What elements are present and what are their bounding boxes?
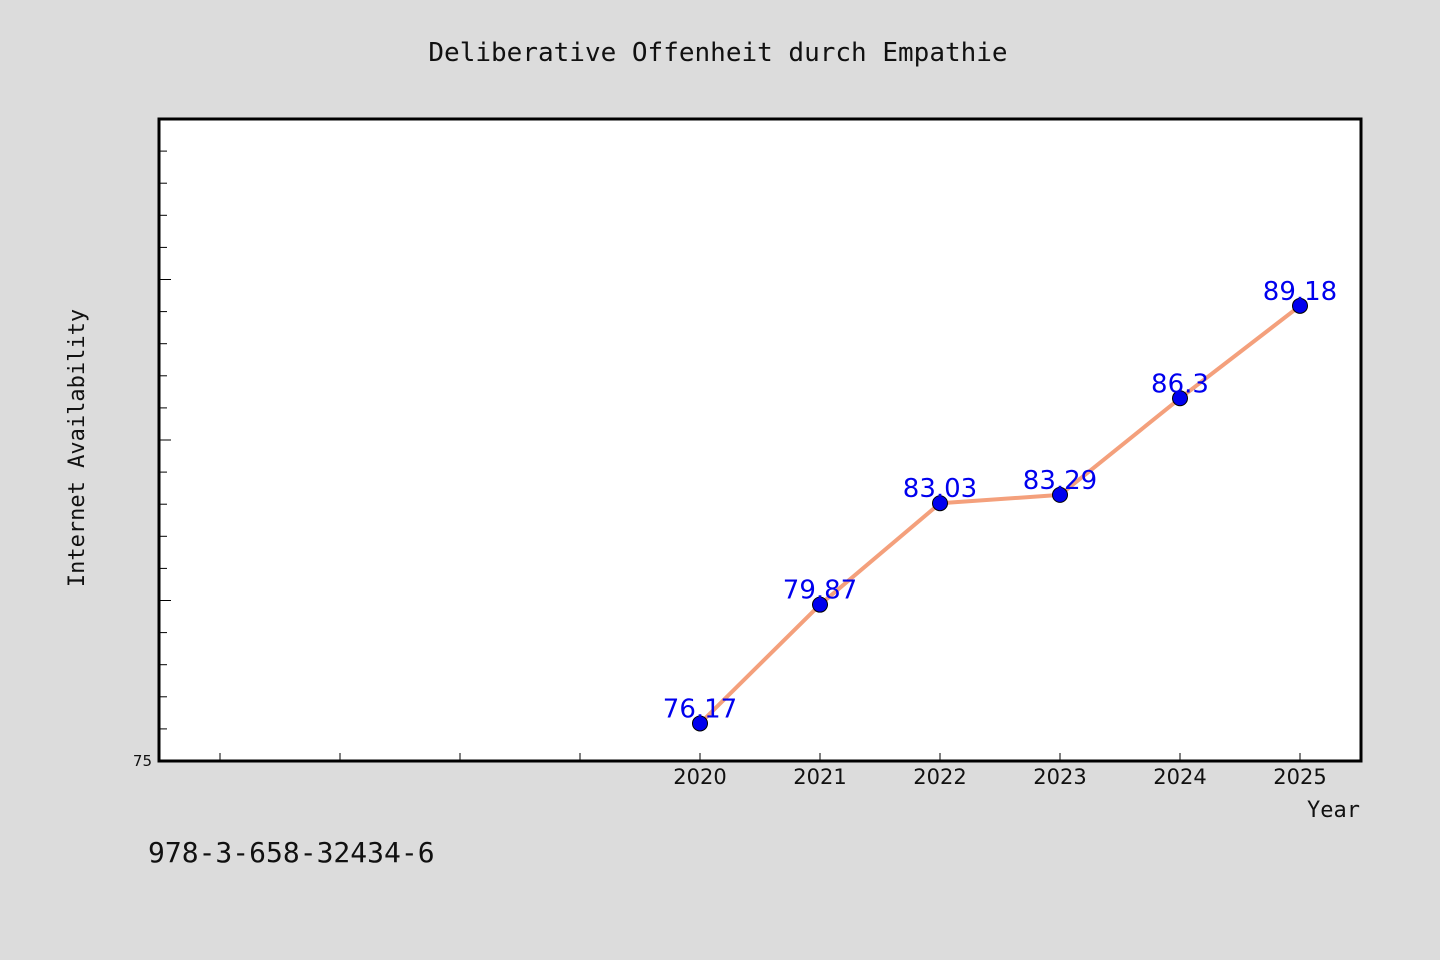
y-tick-label: 75 <box>133 752 152 770</box>
x-tick-label: 2021 <box>793 765 846 789</box>
data-point <box>932 495 948 512</box>
data-point <box>1172 390 1188 407</box>
x-tick-label: 2023 <box>1033 765 1086 789</box>
plot-area <box>157 117 1363 763</box>
series-line-group <box>692 297 1308 732</box>
data-label: 83.29 <box>1023 466 1097 496</box>
data-label: 79.87 <box>783 576 857 606</box>
x-tick-label: 2022 <box>913 765 966 789</box>
data-label: 76.17 <box>663 694 737 724</box>
x-tick-label: 2020 <box>673 765 726 789</box>
data-label: 89.18 <box>1263 277 1337 307</box>
x-axis-ticks <box>219 753 1301 761</box>
data-point <box>692 715 708 732</box>
data-point <box>812 596 828 613</box>
chart-title: Deliberative Offenheit durch Empathie <box>428 38 1007 68</box>
x-tick-label: 2025 <box>1273 765 1326 789</box>
isbn-text: 978-3-658-32434-6 <box>148 836 435 869</box>
data-labels: 76.17 79.87 83.03 83.29 86.3 89.18 <box>663 277 1337 725</box>
data-point <box>1292 297 1308 314</box>
data-label: 86.3 <box>1151 369 1209 399</box>
data-point <box>1052 486 1068 503</box>
series-line <box>698 304 1302 725</box>
x-tick-label: 2024 <box>1153 765 1206 789</box>
y-axis-label: Internet Availability <box>65 309 90 587</box>
y-axis-ticks <box>159 150 171 762</box>
x-axis-tick-labels: 2020 2021 2022 2023 2024 2025 <box>673 765 1326 789</box>
x-axis-label: Year <box>1307 798 1360 823</box>
data-label: 83.03 <box>903 474 977 504</box>
